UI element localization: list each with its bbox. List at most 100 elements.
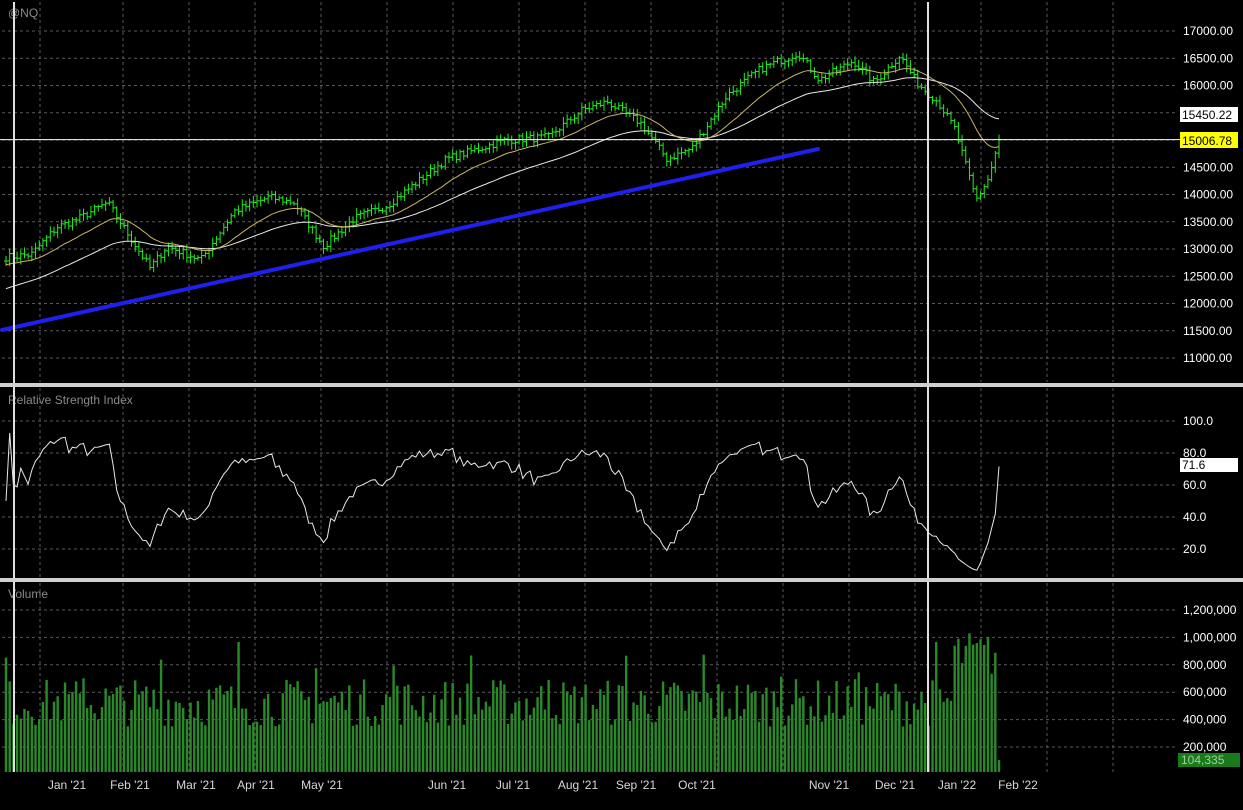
- volume-bar: [912, 703, 916, 772]
- volume-bar: [735, 685, 739, 772]
- volume-bar: [665, 694, 668, 772]
- price-rsi-separator[interactable]: [0, 383, 1243, 387]
- volume-bar: [831, 712, 835, 772]
- volume-bar: [370, 726, 373, 772]
- volume-bar: [964, 645, 967, 772]
- volume-bar: [768, 726, 772, 772]
- volume-bar: [805, 724, 809, 772]
- volume-bar: [421, 695, 425, 772]
- volume-bar: [960, 663, 964, 772]
- volume-bar: [971, 644, 975, 772]
- volume-bar: [499, 680, 502, 772]
- volume-bar: [525, 698, 528, 772]
- volume-bar: [720, 691, 724, 772]
- volume-bar: [237, 641, 240, 772]
- volume-bar: [359, 694, 362, 772]
- volume-bar: [532, 707, 536, 772]
- price-tick-label: 13000.00: [1183, 242, 1233, 256]
- volume-bar: [864, 687, 868, 772]
- trendline[interactable]: [0, 147, 820, 332]
- volume-bar: [45, 679, 48, 772]
- volume-bar: [983, 644, 986, 772]
- volume-bar: [842, 715, 846, 772]
- time-tick-label: Dec '21: [875, 778, 916, 792]
- volume-bar: [588, 720, 591, 772]
- price-tick-label: 16500.00: [1183, 51, 1233, 65]
- time-tick-label: Feb '22: [998, 778, 1038, 792]
- volume-bar: [414, 710, 417, 772]
- volume-bar: [141, 691, 144, 772]
- volume-bar: [429, 712, 432, 772]
- volume-bar: [536, 697, 539, 772]
- volume-bar: [82, 678, 85, 772]
- volume-bar: [418, 716, 421, 772]
- volume-bar: [156, 709, 159, 772]
- volume-bar: [676, 685, 680, 772]
- volume-bar: [381, 705, 384, 772]
- volume-bar: [289, 683, 292, 772]
- volume-bar: [19, 718, 22, 772]
- volume-bar: [503, 684, 506, 772]
- volume-bar: [385, 694, 388, 772]
- volume-bar: [344, 710, 347, 772]
- volume-bar: [680, 691, 683, 772]
- volume-bar: [861, 724, 864, 772]
- volume-bar: [266, 694, 270, 772]
- volume-bar: [193, 717, 196, 772]
- price-panel-title: @NQ: [8, 6, 38, 20]
- volume-bar: [580, 697, 584, 772]
- volume-bar: [743, 709, 746, 772]
- volume-bar: [93, 713, 96, 772]
- price-tick-label: 14000.00: [1183, 188, 1233, 202]
- volume-bar: [130, 709, 133, 772]
- volume-bar: [178, 702, 181, 772]
- volume-bar: [366, 716, 369, 772]
- rsi-tick-label: 20.0: [1183, 542, 1207, 556]
- volume-bar: [543, 709, 547, 772]
- volume-bar: [787, 715, 790, 772]
- rsi-tick-label: 80.0: [1183, 446, 1207, 460]
- volume-bar: [314, 668, 318, 772]
- volume-bar: [377, 724, 381, 772]
- volume-bar: [628, 721, 632, 772]
- volume-bar: [322, 701, 325, 772]
- volume-bar: [565, 691, 569, 772]
- rsi-volume-separator[interactable]: [0, 578, 1243, 582]
- volume-bar: [923, 702, 927, 772]
- time-tick-label: May '21: [301, 778, 343, 792]
- volume-bar: [163, 725, 166, 772]
- volume-tick-label: 600,000: [1183, 685, 1227, 699]
- rsi-line: [5, 432, 1000, 571]
- last-close-badge: 15006.78: [1180, 132, 1238, 148]
- volume-bar: [905, 701, 908, 772]
- volume-bar: [495, 687, 499, 772]
- volume-bar: [613, 720, 617, 772]
- volume-bar: [204, 725, 207, 772]
- volume-bar: [835, 681, 838, 772]
- volume-bar: [761, 694, 764, 772]
- rsi-tick-label: 40.0: [1183, 510, 1207, 524]
- ma-value-badge: 15450.22: [1180, 107, 1238, 122]
- volume-panel-title: Volume: [8, 587, 48, 601]
- volume-bar: [311, 723, 314, 772]
- volume-bar: [174, 701, 178, 772]
- volume-bar: [887, 694, 890, 772]
- volume-bar: [540, 686, 543, 772]
- time-tick-label: Jan '21: [48, 778, 87, 792]
- volume-bar: [521, 720, 525, 772]
- volume-bar: [949, 700, 953, 772]
- volume-bar: [621, 686, 624, 772]
- volume-bar: [654, 721, 657, 772]
- volume-bar: [639, 690, 643, 772]
- volume-bar: [388, 696, 392, 772]
- volume-bar: [226, 690, 229, 772]
- volume-bar: [979, 639, 982, 772]
- volume-bar: [462, 724, 465, 772]
- volume-bar: [802, 696, 805, 772]
- volume-bar: [126, 726, 130, 772]
- volume-bar: [857, 672, 860, 772]
- volume-bar: [248, 725, 251, 772]
- volume-bar: [617, 685, 620, 772]
